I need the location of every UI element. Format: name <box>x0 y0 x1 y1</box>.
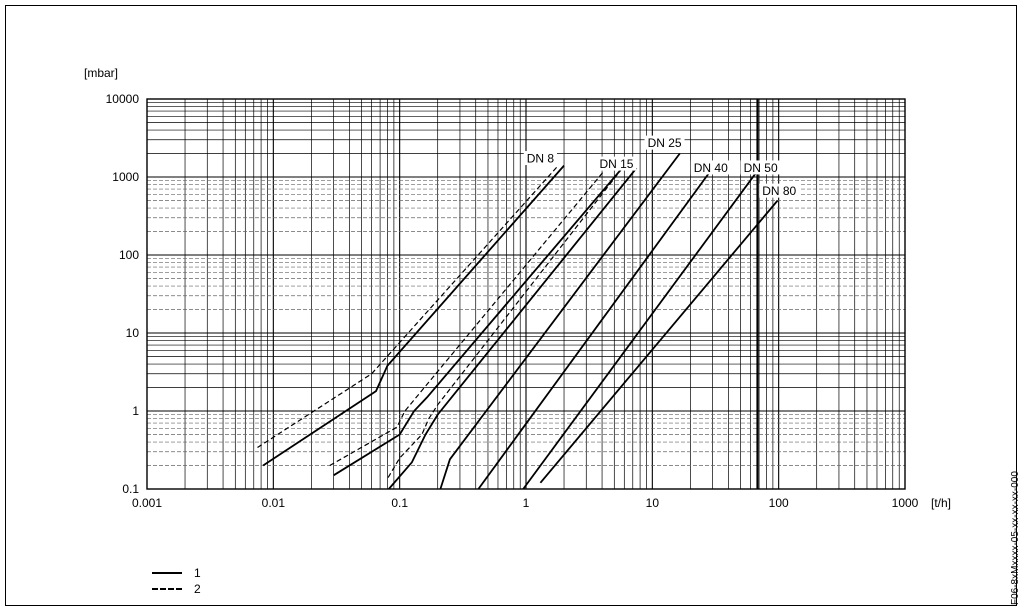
series-line-dn40-solid-7 <box>477 167 714 490</box>
curve-label-dn40: DN 40 <box>694 161 728 175</box>
curve-label-background <box>759 183 800 198</box>
series-line-dn80-solid-9 <box>539 199 779 484</box>
y-tick-label: 0.1 <box>122 482 139 496</box>
x-tick-label: 0.01 <box>262 496 286 510</box>
curve-label-background <box>596 156 637 171</box>
y-tick-label: 1 <box>132 404 139 418</box>
legend: 1 2 <box>152 565 201 597</box>
curve-label-dn15: DN 15 <box>599 157 633 171</box>
curve-label-dn8: DN 8 <box>527 152 555 166</box>
y-tick-label: 100 <box>119 248 139 262</box>
curve-labels: DN 8 DN 15 DN 25 DN 40 DN 50 DN 80 <box>523 135 800 198</box>
solid-line-swatch <box>152 572 182 574</box>
y-tick-label: 10 <box>126 326 140 340</box>
y-axis-label: [mbar] <box>84 66 118 80</box>
curve-label-background <box>740 160 781 175</box>
series-line-dn50-solid-8 <box>522 170 759 490</box>
curve-label-dn80: DN 80 <box>762 184 796 198</box>
curves <box>257 99 779 490</box>
grid <box>147 99 905 489</box>
x-tick-label: 10 <box>646 496 660 510</box>
figure-frame <box>5 5 1017 606</box>
curve-label-background <box>644 135 685 150</box>
x-tick-label: 0.001 <box>132 496 162 510</box>
plot-border <box>146 98 906 490</box>
curve-label-dn50: DN 50 <box>744 161 778 175</box>
axes: 0.001 0.01 0.1 1 10 100 1000 0.1 1 10 100 1000 10000… <box>84 66 951 510</box>
curve-label-background <box>523 151 557 166</box>
dashed-line-swatch <box>152 588 182 590</box>
y-tick-label: 10000 <box>106 92 140 106</box>
series-line-dn15-solid-2 <box>333 165 625 477</box>
series-line-dn15-dashed-4 <box>387 165 625 478</box>
x-tick-label: 100 <box>769 496 789 510</box>
curve-label-dn25: DN 25 <box>648 136 682 150</box>
y-tick-label: 1000 <box>112 170 139 184</box>
series-line-dn25-solid-6 <box>439 152 681 490</box>
x-tick-label: 1000 <box>892 496 919 510</box>
figure-code: F06-8xMxxxx-05-xx-xx-xx-000 <box>1010 471 1021 605</box>
series-line-dn8-solid-0 <box>262 165 565 467</box>
curve-label-background <box>690 160 731 175</box>
x-tick-label: 0.1 <box>391 496 408 510</box>
legend-label-2: 2 <box>194 582 201 596</box>
series-line-dn8-dashed-1 <box>257 165 559 449</box>
x-axis-label: [t/h] <box>931 496 951 510</box>
legend-entry-solid: 1 <box>152 565 201 581</box>
series-line-dn15-solid-5 <box>388 167 638 490</box>
legend-entry-dashed: 2 <box>152 581 201 597</box>
legend-label-1: 1 <box>194 566 201 580</box>
x-tick-label: 1 <box>523 496 530 510</box>
